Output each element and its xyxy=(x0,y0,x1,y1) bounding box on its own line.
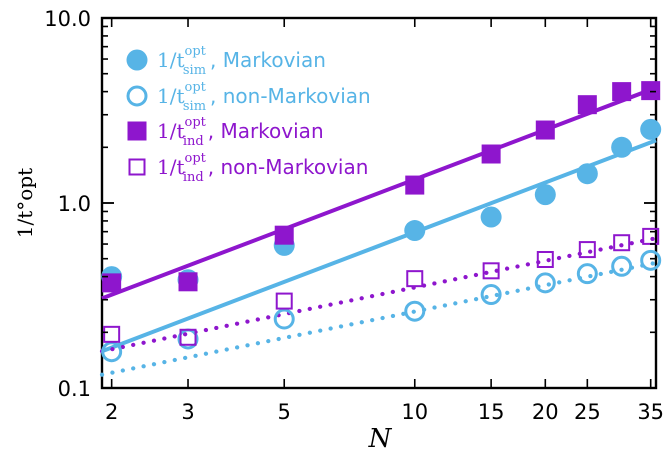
legend-label-math: 1/t xyxy=(157,119,185,143)
legend-label-series-2: 1/topt sim , non-Markovian xyxy=(157,80,371,114)
legend-label-math: 1/t xyxy=(157,48,185,72)
fit-line-series-1 xyxy=(101,138,657,354)
legend-label-text: , Markovian xyxy=(210,48,326,72)
x-axis-title: N xyxy=(368,424,393,451)
data-point-series-2 xyxy=(640,249,662,271)
y-axis-title-text: 1/t°opt xyxy=(13,168,37,238)
data-point-series-3 xyxy=(102,273,122,293)
data-point-series-1 xyxy=(576,163,598,185)
legend-label-text: , non-Markovian xyxy=(210,84,371,108)
legend-label-series-4: 1/topt ind , non-Markovian xyxy=(157,151,368,185)
x-tick-label: 25 xyxy=(574,400,601,424)
legend-marker-series-4 xyxy=(128,158,146,176)
legend-label-sub: ind xyxy=(183,170,204,185)
legend-label-text: , Markovian xyxy=(208,119,324,143)
data-point-series-1 xyxy=(480,206,502,228)
legend-label-sub: sim xyxy=(183,99,206,114)
legend-label-sub: sim xyxy=(183,63,206,78)
data-point-series-3 xyxy=(481,144,501,164)
data-point-series-2 xyxy=(404,300,426,322)
data-point-series-4 xyxy=(578,241,596,259)
data-point-series-3 xyxy=(641,81,661,101)
x-tick-label: 3 xyxy=(181,400,194,424)
legend-label-math: 1/t xyxy=(157,84,185,108)
data-point-series-2 xyxy=(480,284,502,306)
data-point-series-3 xyxy=(612,82,632,102)
x-tick-label: 15 xyxy=(478,400,505,424)
data-point-series-1 xyxy=(611,136,633,158)
legend-label-sup: opt xyxy=(185,115,207,130)
y-axis-title: 1/t°opt xyxy=(13,168,37,238)
data-point-series-2 xyxy=(611,255,633,277)
data-point-series-4 xyxy=(536,250,554,268)
y-tick-label: 0.1 xyxy=(58,377,91,401)
legend-label-sup: opt xyxy=(185,44,207,59)
legend-label-sub: ind xyxy=(183,134,204,149)
legend-label-series-1: 1/topt sim , Markovian xyxy=(157,44,326,78)
legend-label-sup: opt xyxy=(185,151,207,166)
data-point-series-3 xyxy=(178,272,198,292)
data-point-series-2 xyxy=(534,272,556,294)
x-tick-label: 35 xyxy=(637,400,664,424)
svg-text:1/t°opt: 1/t°opt xyxy=(13,168,37,238)
x-tick-label: 20 xyxy=(532,400,559,424)
x-tick-label: 10 xyxy=(401,400,428,424)
data-point-series-3 xyxy=(577,95,597,115)
fit-line-series-2 xyxy=(99,260,659,377)
data-point-series-4 xyxy=(406,270,424,288)
data-point-series-4 xyxy=(482,262,500,280)
x-tick-label: 5 xyxy=(278,400,291,424)
data-point-series-1 xyxy=(534,184,556,206)
legend-marker-series-1 xyxy=(126,49,148,71)
data-point-series-1 xyxy=(404,220,426,242)
data-point-series-1 xyxy=(640,118,662,140)
y-tick-label: 1.0 xyxy=(58,192,91,216)
x-tick-label: 2 xyxy=(105,400,118,424)
fit-line-series-4 xyxy=(99,236,659,354)
fit-line-series-3 xyxy=(101,85,657,301)
y-tick-label: 10.0 xyxy=(44,7,91,31)
data-point-series-2 xyxy=(273,308,295,330)
data-point-series-3 xyxy=(405,175,425,195)
legend-label-text: , non-Markovian xyxy=(208,155,369,179)
legend-label-series-3: 1/topt ind , Markovian xyxy=(157,115,324,149)
legend-marker-series-3 xyxy=(127,121,147,141)
data-point-series-3 xyxy=(274,225,294,245)
data-point-series-3 xyxy=(535,120,555,140)
data-point-series-2 xyxy=(576,263,598,285)
data-point-series-4 xyxy=(613,234,631,252)
legend-marker-series-2 xyxy=(126,85,148,107)
legend-label-sup: opt xyxy=(185,80,207,95)
data-point-series-4 xyxy=(179,328,197,346)
legend-label-math: 1/t xyxy=(157,155,185,179)
axis-ticks: 2 3 5 10 15 20 25 350.11.010.0 xyxy=(44,7,664,424)
data-markers xyxy=(101,81,662,363)
data-point-series-4 xyxy=(275,292,293,310)
data-point-series-4 xyxy=(103,325,121,343)
